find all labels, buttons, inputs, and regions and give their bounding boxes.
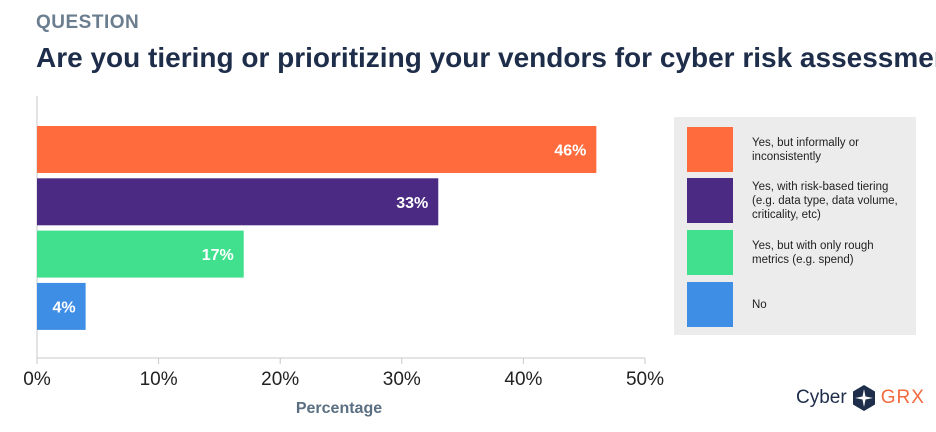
brand-logo: Cyber GRX (796, 384, 925, 412)
x-tick-label: 30% (383, 369, 421, 390)
legend-item: Yes, but informally or inconsistently (687, 127, 912, 172)
chart-legend: Yes, but informally or inconsistently Ye… (674, 117, 916, 335)
legend-label: Yes, but with only rough metrics (e.g. s… (752, 239, 874, 266)
legend-swatch (687, 230, 733, 275)
bar-data-label: 46% (554, 143, 586, 160)
legend-swatch (687, 178, 733, 223)
bar (37, 282, 86, 330)
bar (37, 126, 597, 173)
x-axis-title: Percentage (296, 400, 382, 417)
x-tick-label: 20% (261, 369, 299, 390)
bar-data-label: 33% (396, 195, 428, 212)
x-tick-label: 10% (140, 369, 178, 390)
page-title: Are you tiering or prioritizing your ven… (36, 42, 936, 73)
brand-text-cyber: Cyber (796, 387, 847, 408)
legend-label: No (752, 298, 767, 311)
bar-data-label: 17% (202, 247, 234, 264)
legend-swatch (687, 127, 733, 172)
brand-text-grx: GRX (880, 387, 925, 408)
legend-item: Yes, with risk-based tiering (e.g. data … (687, 178, 912, 223)
x-tick-label: 50% (626, 369, 664, 390)
legend-swatch (687, 282, 733, 327)
x-tick-label: 0% (23, 369, 51, 390)
bar (37, 178, 439, 226)
legend-label: Yes, with risk-based tiering (e.g. data … (752, 180, 898, 221)
legend-label: Yes, but informally or inconsistently (752, 136, 859, 163)
bar (37, 230, 244, 278)
bar-data-label: 4% (53, 299, 76, 316)
x-tick-label: 40% (504, 369, 542, 390)
legend-item: Yes, but with only rough metrics (e.g. s… (687, 230, 912, 275)
question-eyebrow: QUESTION (36, 12, 140, 33)
compass-star-icon (852, 385, 875, 411)
legend-item: No (687, 282, 912, 327)
